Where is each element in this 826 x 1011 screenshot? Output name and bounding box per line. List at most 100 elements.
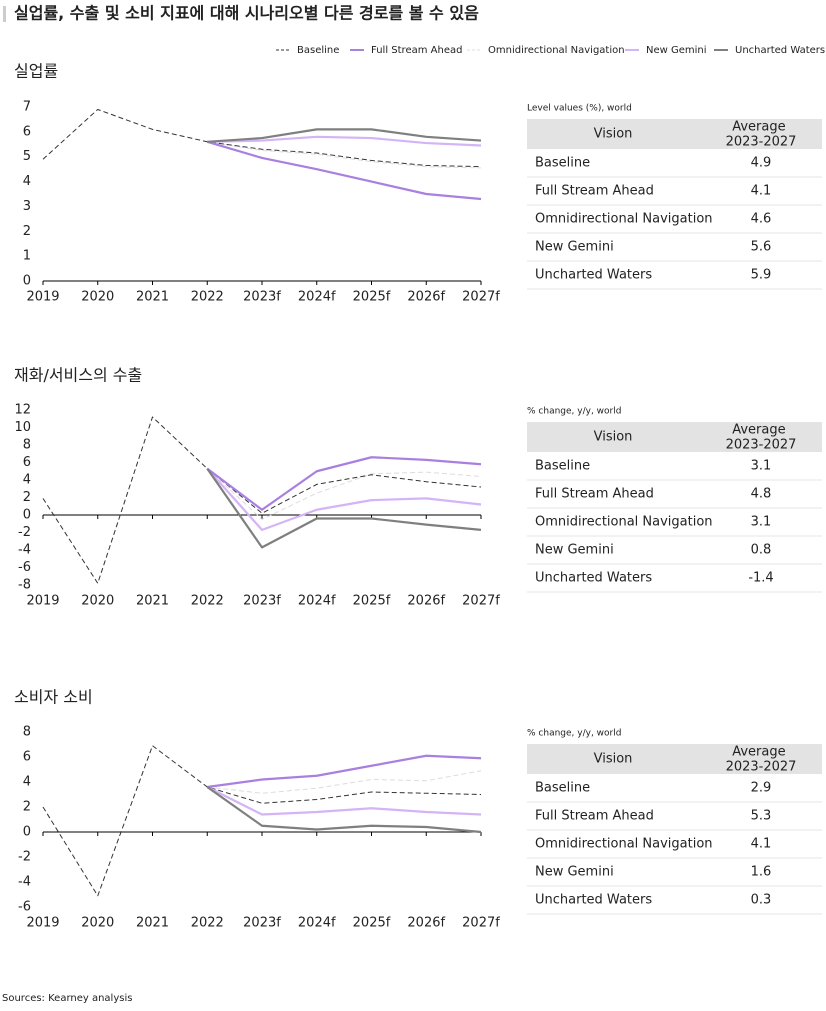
x-tick-label: 2021 <box>136 290 169 305</box>
table-row-name: Uncharted Waters <box>535 571 652 586</box>
series-line <box>42 108 482 168</box>
y-tick-label: 0 <box>23 274 31 289</box>
x-tick-label: 2024f <box>298 916 336 931</box>
table-row-name: Baseline <box>535 459 590 474</box>
table-header-bg <box>527 119 822 149</box>
x-tick-label: 2024f <box>298 594 336 609</box>
y-tick-label: 3 <box>23 199 31 214</box>
x-tick-label: 2020 <box>81 290 114 305</box>
table-row-value: 4.8 <box>751 487 772 502</box>
table-row-name: Omnidirectional Navigation <box>535 515 713 530</box>
table-header-bg <box>527 744 822 774</box>
y-tick-label: -4 <box>18 543 31 558</box>
x-tick-label: 2020 <box>81 594 114 609</box>
y-tick-label: 1 <box>23 249 31 264</box>
y-tick-label: 8 <box>23 438 31 453</box>
table-header-line: 2023-2027 <box>726 437 797 452</box>
x-tick-label: 2022 <box>191 594 224 609</box>
series-line <box>206 786 482 834</box>
y-tick-label: 10 <box>14 420 31 435</box>
y-tick-label: 4 <box>23 473 31 488</box>
series-line <box>42 416 482 584</box>
y-tick-label: -6 <box>18 560 31 575</box>
y-tick-label: 5 <box>23 149 31 164</box>
table-row-value: 1.6 <box>751 865 772 880</box>
subtitle: 재화/서비스의 수출 <box>14 366 142 385</box>
x-tick-label: 2026f <box>407 290 445 305</box>
legend-label: Uncharted Waters <box>735 45 825 56</box>
chart-title: 실업률, 수출 및 소비 지표에 대해 시나리오별 다른 경로를 볼 수 있음 <box>14 4 479 23</box>
table-header: Vision <box>594 430 633 445</box>
table-header: Vision <box>594 127 633 142</box>
y-tick-label: -2 <box>18 850 31 865</box>
legend-label: New Gemini <box>646 45 707 56</box>
x-tick-label: 2023f <box>243 290 281 305</box>
table-row-name: New Gemini <box>535 240 614 255</box>
x-tick-label: 2022 <box>191 290 224 305</box>
table-row-name: Uncharted Waters <box>535 268 652 283</box>
table-row-value: -1.4 <box>748 571 773 586</box>
y-tick-label: -6 <box>18 900 31 915</box>
table-row-value: 2.9 <box>751 781 772 796</box>
series-line <box>206 786 482 816</box>
table-row-name: Omnidirectional Navigation <box>535 837 713 852</box>
y-tick-label: 6 <box>23 455 31 470</box>
title-accent <box>3 6 6 22</box>
y-tick-label: 6 <box>23 124 31 139</box>
x-tick-label: 2019 <box>26 916 59 931</box>
x-tick-label: 2023f <box>243 916 281 931</box>
table-row-value: 5.9 <box>751 268 772 283</box>
y-tick-label: 2 <box>23 224 31 239</box>
series-line <box>206 467 482 549</box>
table-row-value: 0.3 <box>751 893 772 908</box>
series-line <box>207 141 482 169</box>
table-row-name: New Gemini <box>535 865 614 880</box>
y-tick-label: 12 <box>14 403 31 418</box>
legend-label: Omnidirectional Navigation <box>488 45 625 56</box>
table-row-value: 3.1 <box>751 459 772 474</box>
x-tick-label: 2025f <box>353 594 391 609</box>
x-tick-label: 2027f <box>462 916 500 931</box>
y-tick-label: 4 <box>23 775 31 790</box>
table-row-name: Uncharted Waters <box>535 893 652 908</box>
table-header: Average 2023-2027 <box>726 422 797 452</box>
y-tick-label: 0 <box>23 508 31 523</box>
x-tick-label: 2021 <box>136 916 169 931</box>
series-line <box>206 468 482 520</box>
x-tick-label: 2024f <box>298 290 336 305</box>
legend-label: Full Stream Ahead <box>371 45 462 56</box>
table-row-value: 0.8 <box>751 543 772 558</box>
table-row-value: 4.9 <box>751 156 772 171</box>
y-tick-label: -8 <box>18 578 31 593</box>
x-tick-label: 2027f <box>462 594 500 609</box>
table-header: Average 2023-2027 <box>726 744 797 774</box>
x-tick-label: 2021 <box>136 594 169 609</box>
series-line <box>206 140 482 201</box>
table-row-name: Baseline <box>535 156 590 171</box>
table-header: Vision <box>594 752 633 767</box>
table-row-name: Baseline <box>535 781 590 796</box>
x-tick-label: 2026f <box>407 594 445 609</box>
table-header-line: Average <box>732 744 790 759</box>
series-line <box>207 135 482 147</box>
table-row-value: 5.3 <box>751 809 772 824</box>
table-row-name: Full Stream Ahead <box>535 184 654 199</box>
y-tick-label: 8 <box>23 725 31 740</box>
table-row-value: 5.6 <box>751 240 772 255</box>
table-header-line: Average <box>732 422 790 437</box>
y-tick-label: 4 <box>23 174 31 189</box>
table-header: Average 2023-2027 <box>726 119 797 149</box>
table-header-line: Average <box>732 119 790 134</box>
table-caption: % change, y/y, world <box>527 407 621 417</box>
x-tick-label: 2023f <box>243 594 281 609</box>
table-header-bg <box>527 422 822 452</box>
table-header-line: 2023-2027 <box>726 134 797 149</box>
table-header-line: 2023-2027 <box>726 759 797 774</box>
table-row-name: New Gemini <box>535 543 614 558</box>
y-tick-label: -4 <box>18 875 31 890</box>
series-line <box>207 770 482 794</box>
x-tick-label: 2022 <box>191 916 224 931</box>
table-row-name: Full Stream Ahead <box>535 809 654 824</box>
x-tick-label: 2026f <box>407 916 445 931</box>
x-tick-label: 2019 <box>26 594 59 609</box>
